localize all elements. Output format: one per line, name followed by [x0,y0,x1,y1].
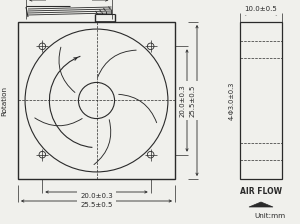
Bar [18,22,175,179]
Text: 20.0±0.3: 20.0±0.3 [80,193,113,199]
Text: 20.0±0.3: 20.0±0.3 [180,84,186,117]
Bar [240,22,282,179]
Text: 25.5±0.5: 25.5±0.5 [80,202,113,208]
Text: 25.5±0.5: 25.5±0.5 [190,84,196,117]
Text: AIR FLOW: AIR FLOW [240,187,282,196]
Text: Rotation: Rotation [1,86,7,116]
Text: Unit:mm: Unit:mm [254,213,286,219]
Polygon shape [249,202,273,207]
Text: 10.0±0.5: 10.0±0.5 [244,6,278,12]
Text: 4-Φ3.0±0.3: 4-Φ3.0±0.3 [229,81,235,120]
